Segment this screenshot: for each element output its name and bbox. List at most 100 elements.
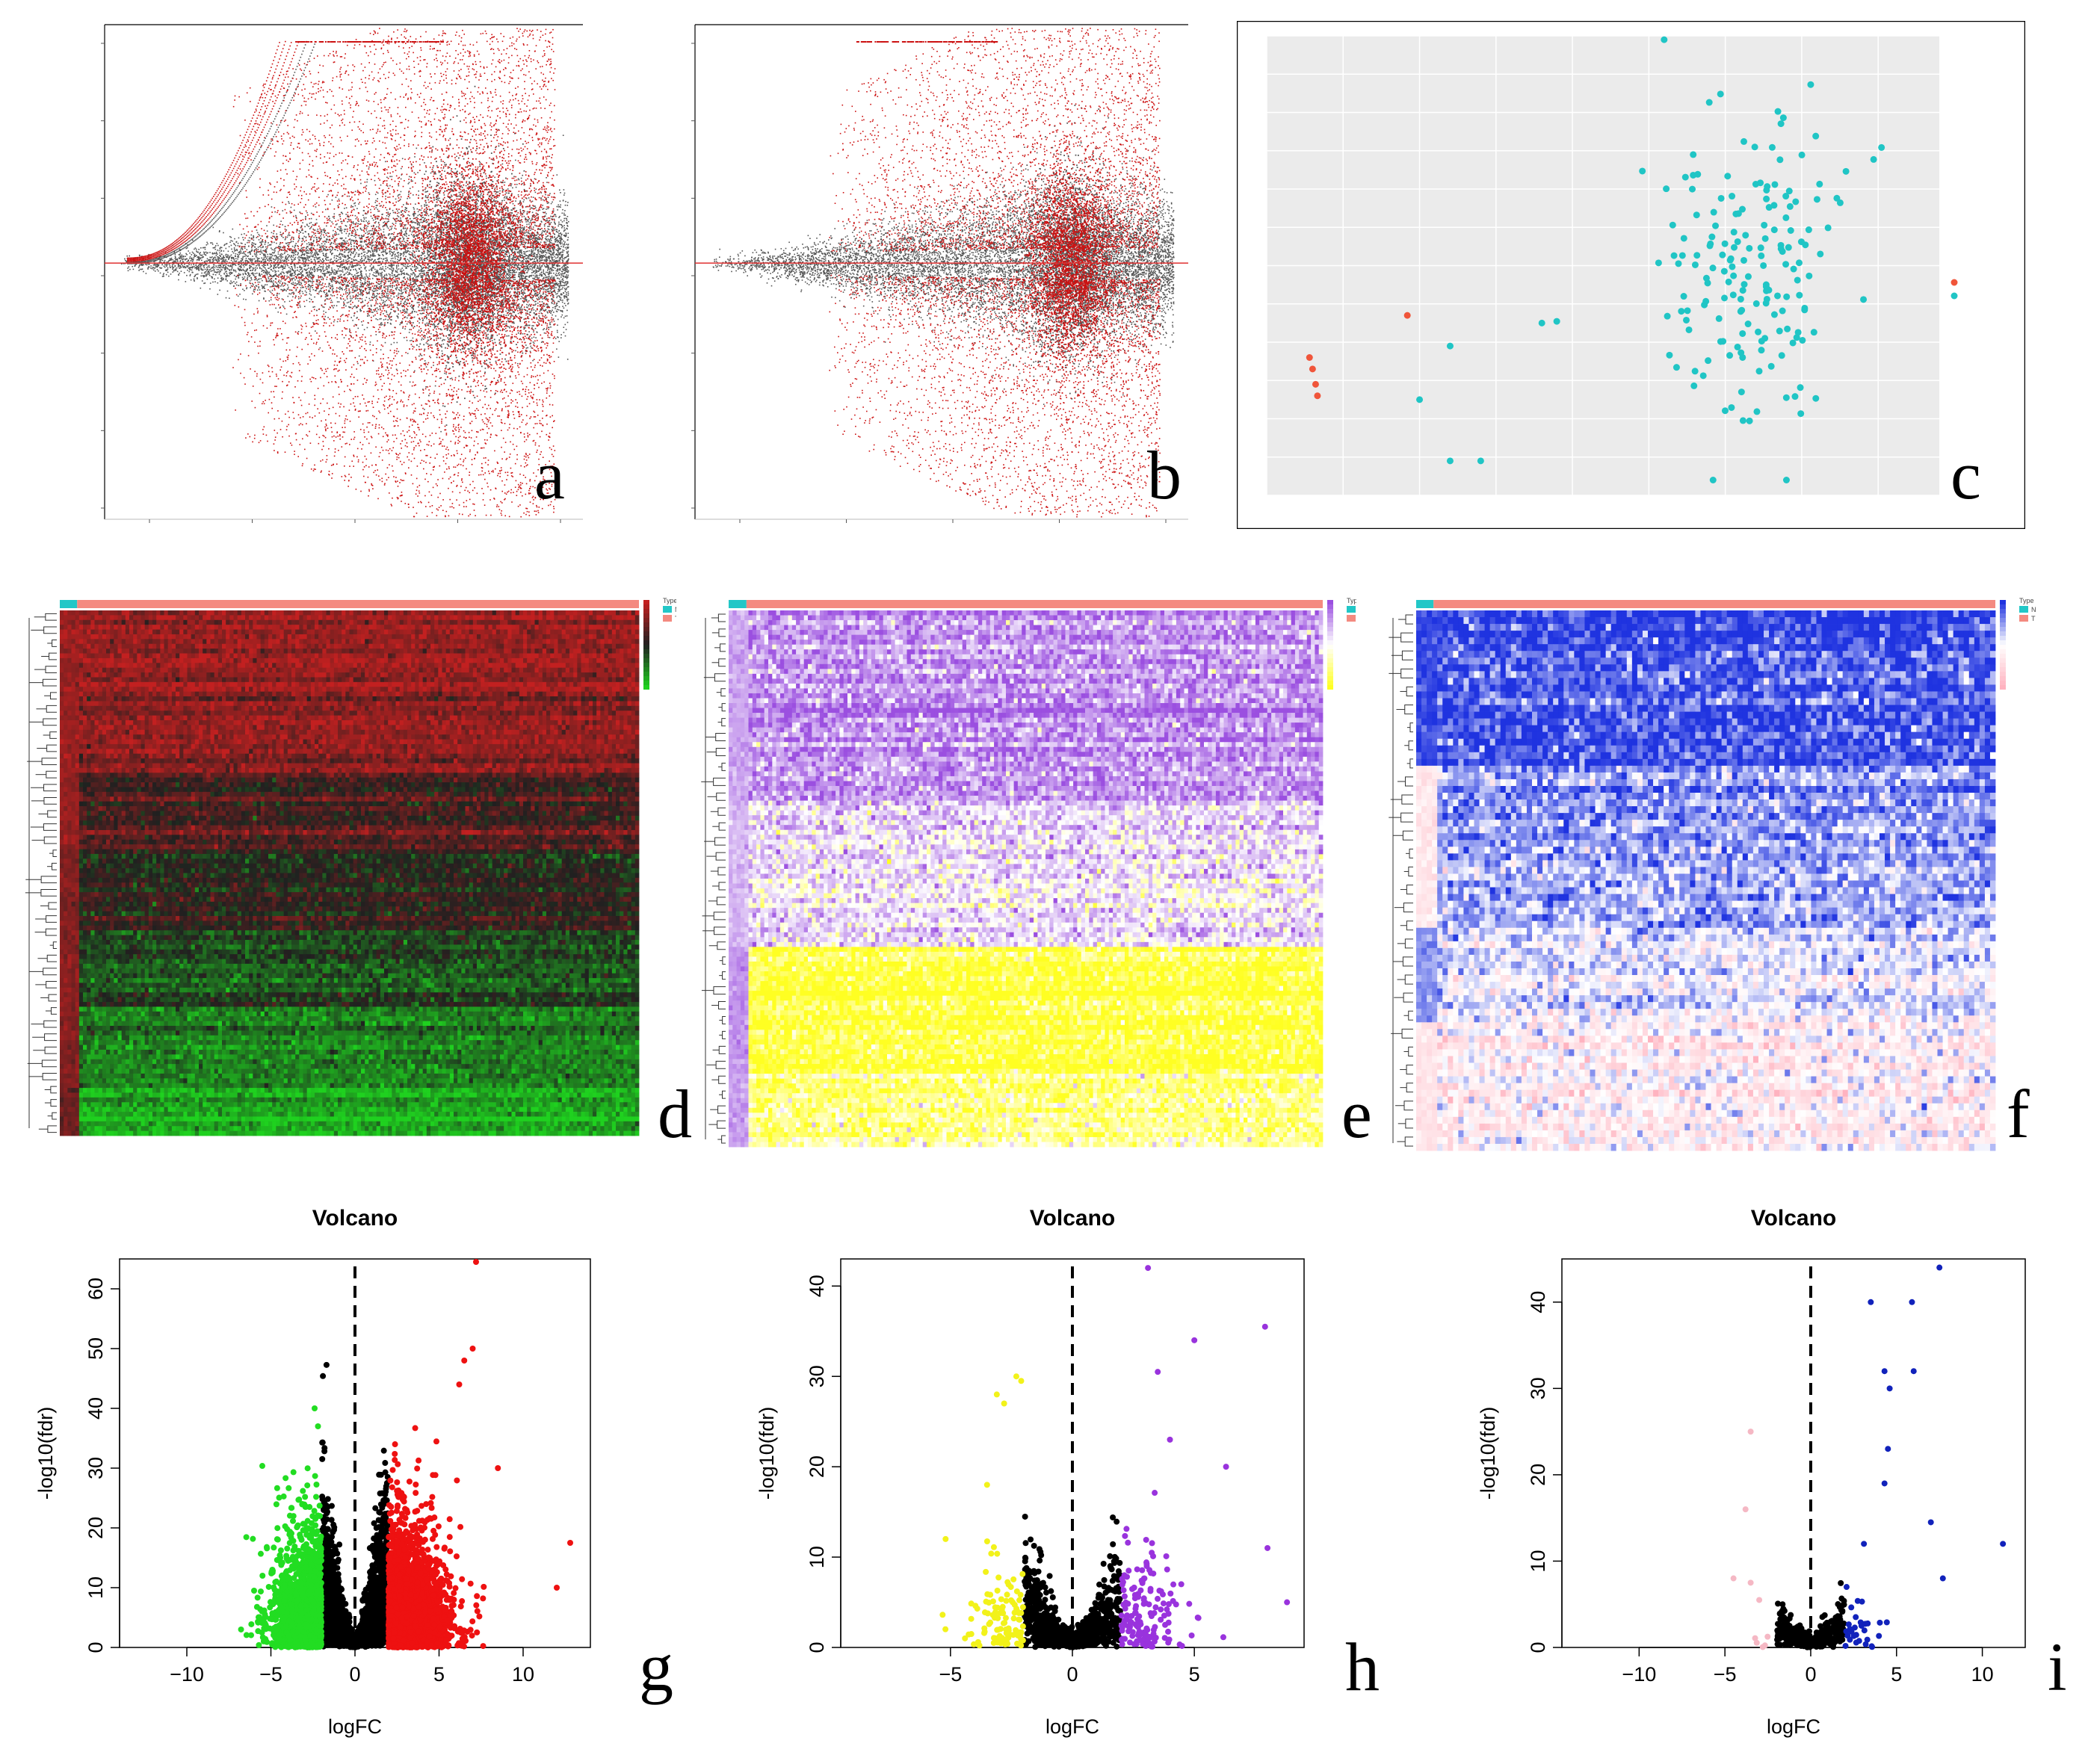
pca-point bbox=[1679, 252, 1686, 259]
volcano-point bbox=[459, 1598, 465, 1604]
volcano-point bbox=[334, 1590, 340, 1596]
color-scale-step bbox=[2000, 658, 2006, 663]
pca-point bbox=[1661, 37, 1667, 43]
pca-point bbox=[1742, 232, 1749, 238]
volcano-point bbox=[339, 1636, 345, 1642]
volcano-point bbox=[447, 1534, 453, 1540]
pca-point bbox=[1760, 262, 1767, 269]
color-scale-step bbox=[1327, 663, 1333, 667]
pca-point bbox=[1729, 193, 1735, 199]
color-scale-step bbox=[2000, 681, 2006, 685]
pca-point bbox=[1738, 350, 1744, 356]
type-bar-normal bbox=[60, 600, 77, 608]
panel-label-c: c bbox=[1951, 441, 1981, 510]
pca-point bbox=[1812, 395, 1819, 402]
volcano-point bbox=[390, 1467, 396, 1473]
pca-point bbox=[1776, 328, 1783, 335]
pca-point bbox=[1416, 396, 1423, 403]
pca-point bbox=[1731, 244, 1738, 251]
pca-point bbox=[1684, 307, 1691, 314]
color-scale-step bbox=[1327, 631, 1333, 636]
pca-point bbox=[1763, 288, 1770, 294]
color-scale-step bbox=[1327, 654, 1333, 658]
volcano-point bbox=[414, 1465, 420, 1471]
pca-point bbox=[1739, 330, 1746, 337]
volcano-point bbox=[373, 1631, 379, 1637]
pca-point bbox=[1799, 337, 1806, 344]
pca-point bbox=[1783, 394, 1790, 401]
pca-point bbox=[1690, 151, 1696, 158]
color-scale-step bbox=[1327, 627, 1333, 631]
color-scale-step bbox=[2000, 627, 2006, 631]
pca-point bbox=[1404, 312, 1411, 319]
color-scale-step bbox=[643, 636, 649, 640]
volcano-point bbox=[474, 1630, 480, 1635]
legend-title: Type bbox=[1347, 597, 1356, 604]
color-scale-step bbox=[643, 604, 649, 609]
pca-point bbox=[1735, 238, 1741, 245]
pca-plot-c-svg bbox=[1237, 21, 2025, 529]
pca-point bbox=[1771, 226, 1778, 233]
volcano-point bbox=[416, 1542, 421, 1548]
color-scale-step bbox=[643, 645, 649, 649]
pca-point bbox=[1671, 253, 1678, 259]
pca-point bbox=[1794, 276, 1801, 283]
volcano-point bbox=[324, 1568, 330, 1573]
volcano-point bbox=[468, 1627, 474, 1633]
x-tick-label: 5 bbox=[433, 1663, 445, 1686]
volcano-point bbox=[378, 1553, 384, 1559]
legend-key-T bbox=[2019, 615, 2028, 622]
pca-point bbox=[1755, 368, 1762, 374]
volcano-point bbox=[392, 1441, 398, 1447]
pca-point bbox=[1774, 292, 1781, 299]
x-tick-label: 0 bbox=[349, 1663, 360, 1686]
pca-point bbox=[1758, 338, 1765, 344]
pca-point bbox=[1731, 229, 1738, 235]
pca-point bbox=[1814, 196, 1820, 202]
pca-point bbox=[1782, 214, 1789, 221]
pca-point bbox=[1673, 364, 1680, 371]
pca-point bbox=[1722, 241, 1729, 247]
pca-point bbox=[1735, 210, 1742, 217]
pca-point bbox=[1717, 90, 1724, 97]
pca-point bbox=[1735, 344, 1741, 350]
pca-point bbox=[1702, 298, 1709, 305]
pca-point bbox=[1758, 347, 1764, 353]
color-scale-step bbox=[2000, 622, 2006, 627]
color-scale-step bbox=[2000, 640, 2006, 645]
pca-point bbox=[1477, 457, 1484, 464]
volcano-point bbox=[332, 1631, 338, 1637]
color-scale-step bbox=[643, 613, 649, 618]
volcano-point bbox=[336, 1557, 342, 1563]
type-bar-tumor bbox=[1433, 600, 1995, 608]
pca-point bbox=[1741, 138, 1747, 145]
pca-plot-c bbox=[1237, 21, 2025, 529]
volcano-point bbox=[371, 1520, 377, 1526]
pca-point bbox=[1728, 256, 1735, 262]
pca-point bbox=[1741, 281, 1747, 288]
panel-label-f: f bbox=[2007, 1080, 2030, 1148]
volcano-point bbox=[327, 1577, 333, 1583]
pca-point bbox=[1710, 477, 1717, 483]
pca-point bbox=[1683, 317, 1690, 324]
volcano-point bbox=[327, 1595, 333, 1601]
volcano-point bbox=[377, 1510, 383, 1516]
pca-point bbox=[1670, 222, 1676, 229]
color-scale-step bbox=[2000, 613, 2006, 618]
volcano-point bbox=[380, 1627, 386, 1633]
volcano-point bbox=[389, 1485, 395, 1491]
pca-point bbox=[1693, 211, 1700, 218]
pca-point bbox=[1726, 352, 1733, 359]
pca-point bbox=[1716, 315, 1723, 322]
legend-entry-T: T bbox=[2031, 615, 2036, 622]
color-scale-step bbox=[2000, 672, 2006, 676]
pca-point bbox=[1768, 363, 1775, 370]
pca-point bbox=[1721, 268, 1728, 275]
volcano-point bbox=[321, 1520, 327, 1526]
pca-point bbox=[1705, 279, 1711, 286]
type-bar-tumor bbox=[77, 600, 639, 608]
pca-point bbox=[1782, 193, 1789, 199]
pca-point bbox=[1700, 372, 1707, 379]
pca-point bbox=[1794, 334, 1800, 341]
